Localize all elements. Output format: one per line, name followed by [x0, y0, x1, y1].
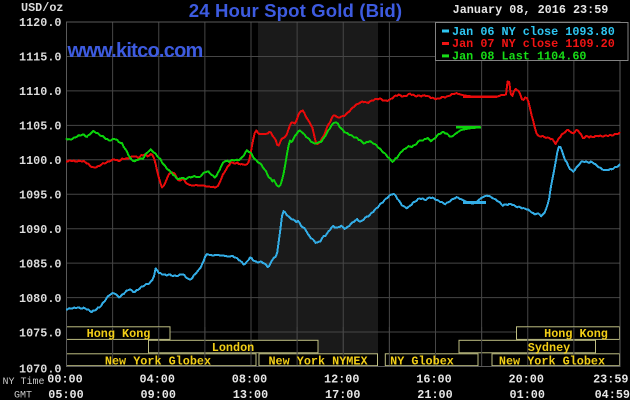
svg-text:04:00: 04:00 [140, 372, 175, 386]
svg-text:NY Time: NY Time [2, 376, 44, 388]
svg-text:1070.0: 1070.0 [19, 363, 61, 377]
svg-text:04:59: 04:59 [595, 388, 630, 400]
svg-text:1085.0: 1085.0 [19, 257, 61, 271]
svg-text:January 08, 2016 23:59: January 08, 2016 23:59 [453, 3, 609, 17]
svg-text:GMT: GMT [14, 391, 32, 400]
svg-text:01:00: 01:00 [510, 388, 545, 400]
svg-text:1090.0: 1090.0 [19, 223, 61, 237]
svg-text:USD/oz: USD/oz [21, 1, 63, 15]
svg-text:Hong Kong: Hong Kong [544, 327, 608, 341]
svg-text:NY Globex: NY Globex [390, 354, 454, 368]
svg-text:13:00: 13:00 [233, 388, 268, 400]
svg-text:17:00: 17:00 [325, 388, 360, 400]
svg-text:00:00: 00:00 [47, 372, 82, 386]
svg-text:New York Globex: New York Globex [105, 354, 211, 368]
svg-text:Jan 08 Last 1104.60: Jan 08 Last 1104.60 [452, 50, 587, 64]
svg-text:Hong Kong: Hong Kong [87, 327, 151, 341]
svg-text:21:00: 21:00 [417, 388, 452, 400]
svg-text:www.kitco.com: www.kitco.com [67, 40, 203, 62]
svg-text:London: London [212, 341, 254, 355]
svg-text:09:00: 09:00 [141, 388, 176, 400]
svg-text:1095.0: 1095.0 [19, 188, 61, 202]
svg-text:New York NYMEX: New York NYMEX [268, 354, 368, 368]
svg-text:1075.0: 1075.0 [19, 326, 61, 340]
svg-text:12:00: 12:00 [324, 372, 359, 386]
svg-text:23:59: 23:59 [593, 372, 628, 386]
svg-text:Jan 06 NY close 1093.80: Jan 06 NY close 1093.80 [452, 25, 615, 39]
svg-text:1080.0: 1080.0 [19, 292, 61, 306]
svg-text:1110.0: 1110.0 [19, 85, 61, 99]
svg-text:Sydney: Sydney [528, 341, 570, 355]
svg-text:Jan 07 NY close 1109.20: Jan 07 NY close 1109.20 [452, 37, 615, 51]
svg-text:08:00: 08:00 [232, 372, 267, 386]
svg-text:20:00: 20:00 [509, 372, 544, 386]
svg-text:1115.0: 1115.0 [19, 51, 61, 65]
svg-text:16:00: 16:00 [416, 372, 451, 386]
svg-text:24 Hour Spot Gold (Bid): 24 Hour Spot Gold (Bid) [189, 0, 402, 21]
svg-text:05:00: 05:00 [48, 388, 83, 400]
svg-text:1105.0: 1105.0 [19, 120, 61, 134]
svg-text:1100.0: 1100.0 [19, 154, 61, 168]
svg-text:1120.0: 1120.0 [19, 16, 61, 30]
svg-text:New York Globex: New York Globex [499, 354, 605, 368]
